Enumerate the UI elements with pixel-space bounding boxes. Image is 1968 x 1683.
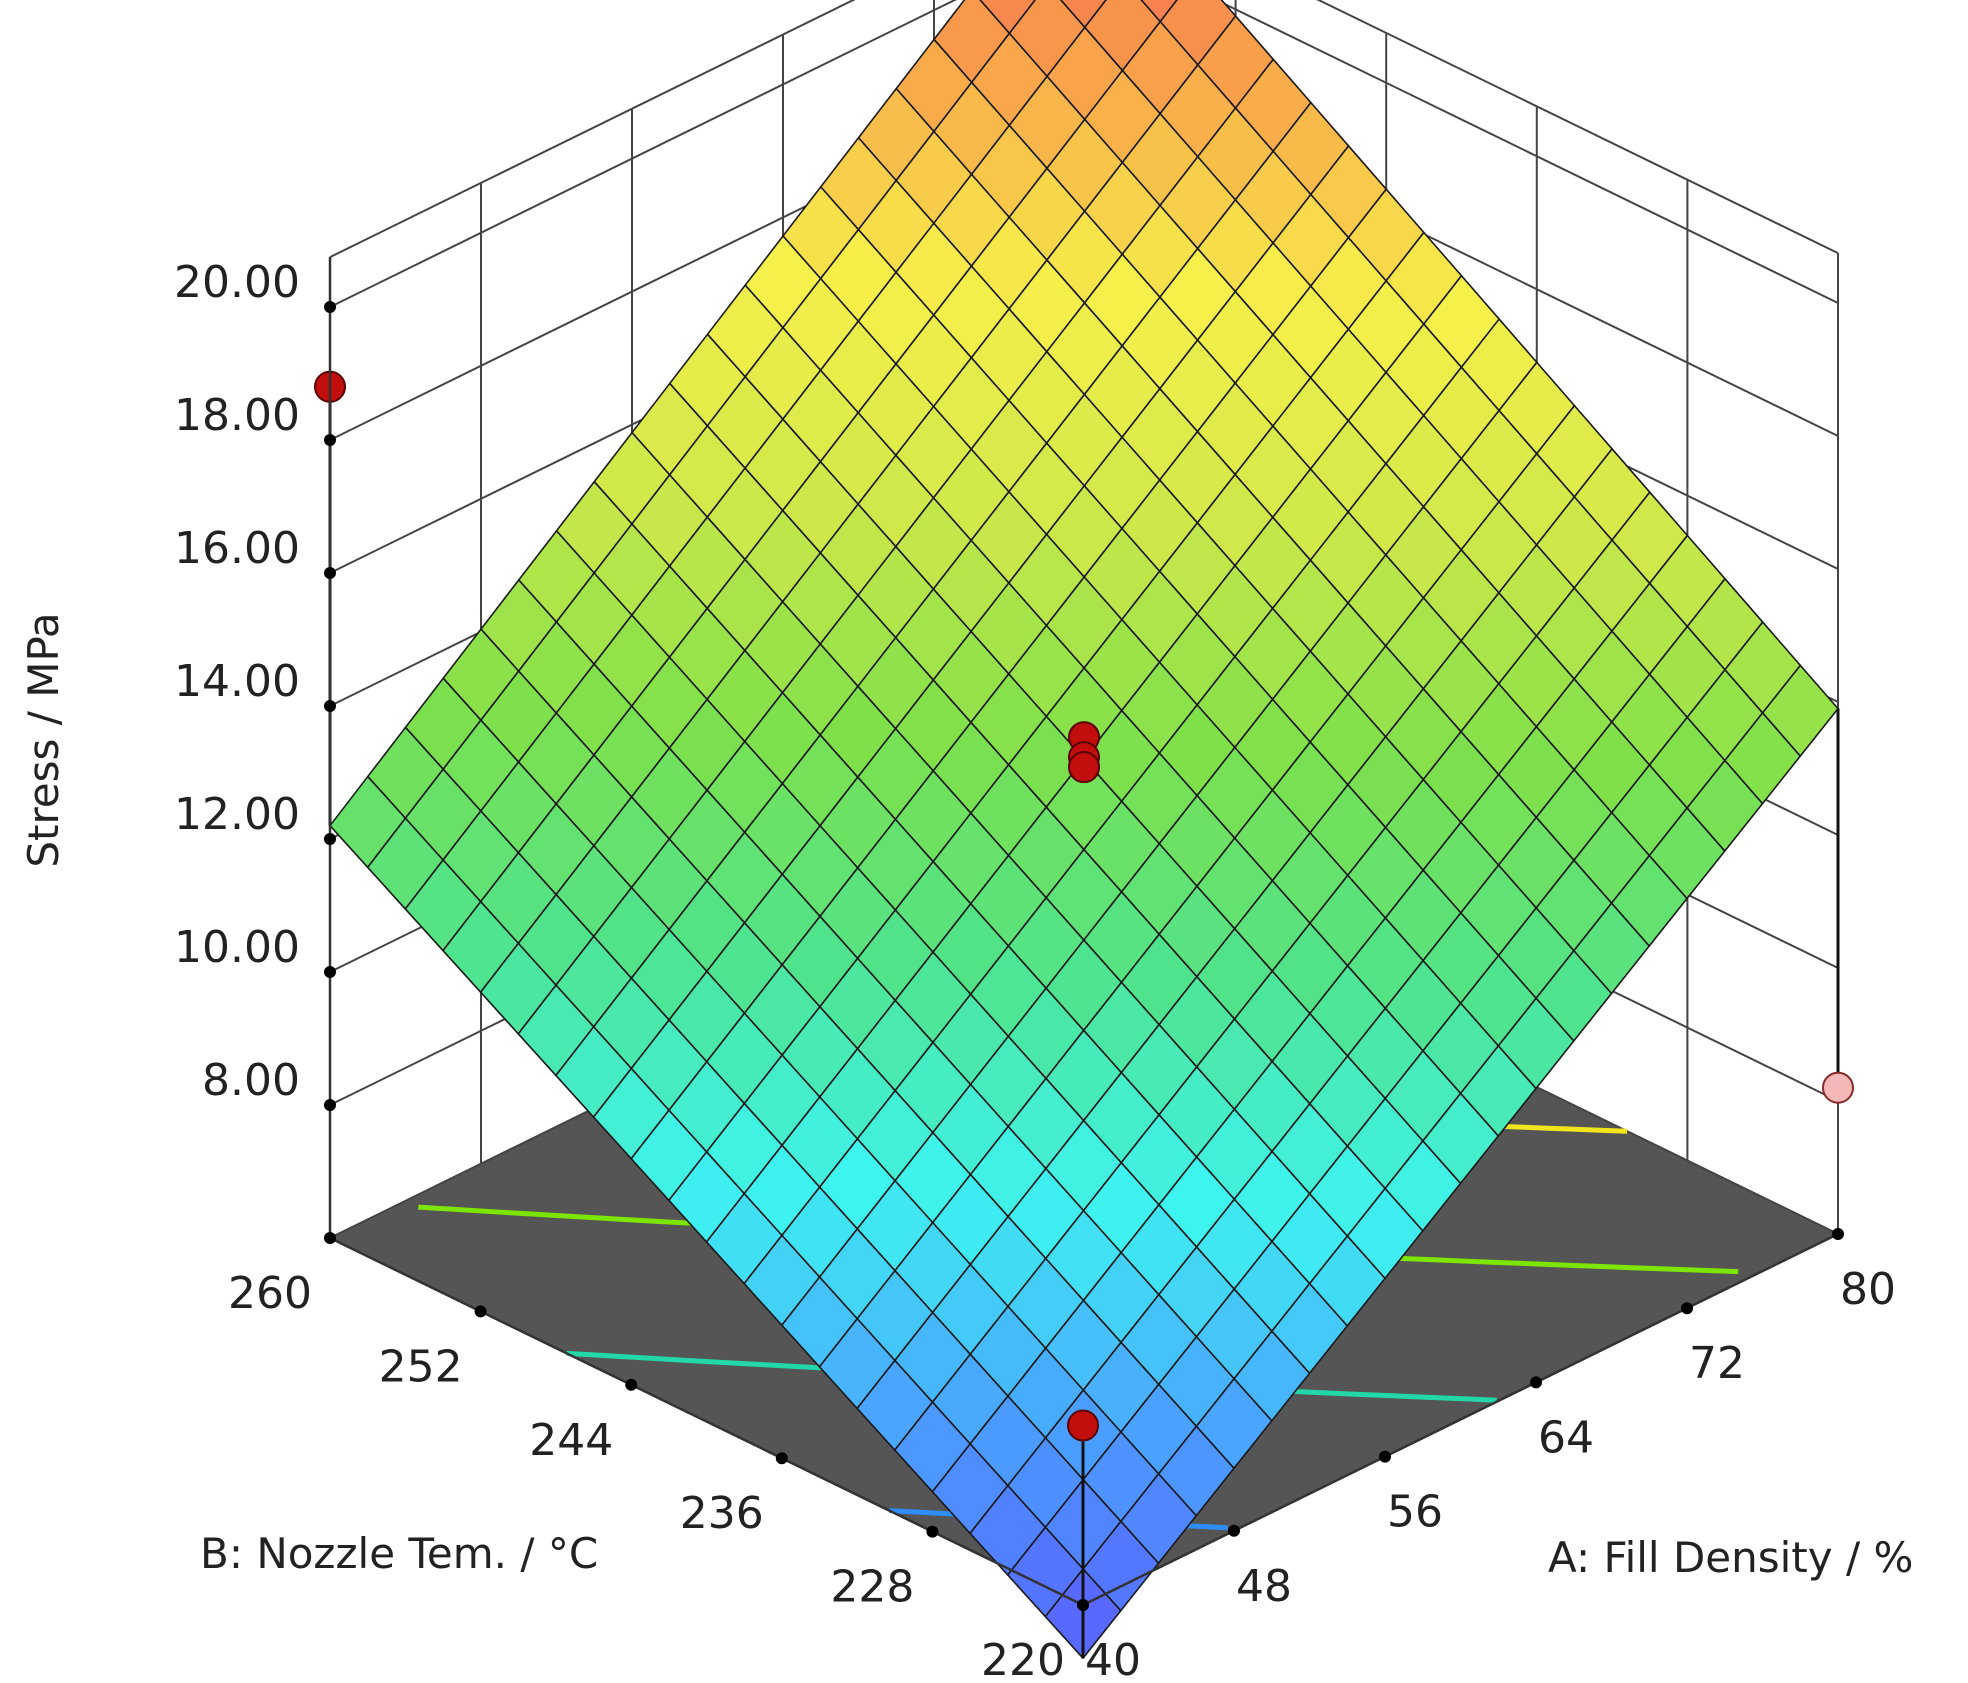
z-tick-label: 12.00	[174, 789, 300, 840]
points-above-surface	[314, 370, 1100, 1442]
response-surface	[329, 0, 1839, 1659]
z-tick-label: 10.00	[174, 922, 300, 973]
z-tick-mark	[324, 434, 336, 446]
y-tick-mark	[625, 1378, 638, 1391]
x-tick-mark	[1379, 1450, 1391, 1463]
back-wall-grid-line	[329, 0, 1839, 259]
back-wall-grid-line	[329, 0, 1839, 308]
stems-below-surface	[1836, 708, 1840, 1088]
y-tick-label: 236	[680, 1488, 764, 1539]
x-axis-line	[1082, 1232, 1839, 1607]
y-tick-label: 220	[981, 1635, 1065, 1683]
x-tick-label: 64	[1538, 1412, 1594, 1463]
x-tick-label: 56	[1387, 1487, 1443, 1538]
x-axis-title: A: Fill Density / %	[1548, 1533, 1913, 1582]
x-tick-mark	[1228, 1524, 1240, 1537]
y-axis-line	[329, 1236, 1084, 1607]
y-tick-label: 252	[379, 1341, 463, 1392]
x-tick-label: 40	[1085, 1635, 1141, 1683]
z-tick-mark	[324, 833, 336, 845]
x-tick-label: 72	[1689, 1338, 1745, 1389]
points-below-surface	[1822, 1071, 1854, 1104]
y-tick-mark	[926, 1525, 939, 1538]
design-point-above	[1068, 751, 1100, 784]
surface-cell	[1059, 0, 1107, 29]
z-tick-mark	[324, 1099, 336, 1111]
design-point-above	[1067, 1409, 1099, 1442]
design-point-below	[1822, 1071, 1854, 1104]
z-tick-label: 16.00	[174, 523, 300, 574]
z-tick-label: 20.00	[174, 257, 300, 308]
x-tick-mark	[1681, 1302, 1693, 1315]
axes-layer: 8.00 10.00 12.00 14.00 16.00 18.00 20.00 40 48 56…	[174, 257, 1896, 1683]
z-tick-mark	[324, 567, 336, 579]
x-tick-label: 48	[1236, 1561, 1292, 1612]
x-tick-mark	[1832, 1228, 1844, 1240]
y-tick-label: 244	[529, 1415, 613, 1466]
y-tick-label: 228	[830, 1562, 914, 1613]
z-axis-title: Stress / MPa	[19, 612, 68, 867]
surface-cell	[1140, 0, 1178, 23]
y-tick-mark	[775, 1452, 788, 1465]
y-tick-mark	[324, 1232, 336, 1244]
z-tick-label: 14.00	[174, 656, 300, 707]
z-tick-mark	[324, 700, 336, 712]
z-tick-mark	[324, 301, 336, 313]
y-tick-mark	[1077, 1599, 1089, 1611]
y-axis-title: B: Nozzle Tem. / °C	[200, 1529, 598, 1578]
z-tick-label: 18.00	[174, 390, 300, 441]
x-tick-mark	[1530, 1376, 1542, 1389]
y-tick-mark	[474, 1305, 487, 1318]
y-tick-label: 260	[228, 1268, 312, 1319]
x-tick-label: 80	[1840, 1264, 1896, 1315]
z-tick-label: 8.00	[202, 1055, 300, 1106]
z-tick-mark	[324, 966, 336, 978]
